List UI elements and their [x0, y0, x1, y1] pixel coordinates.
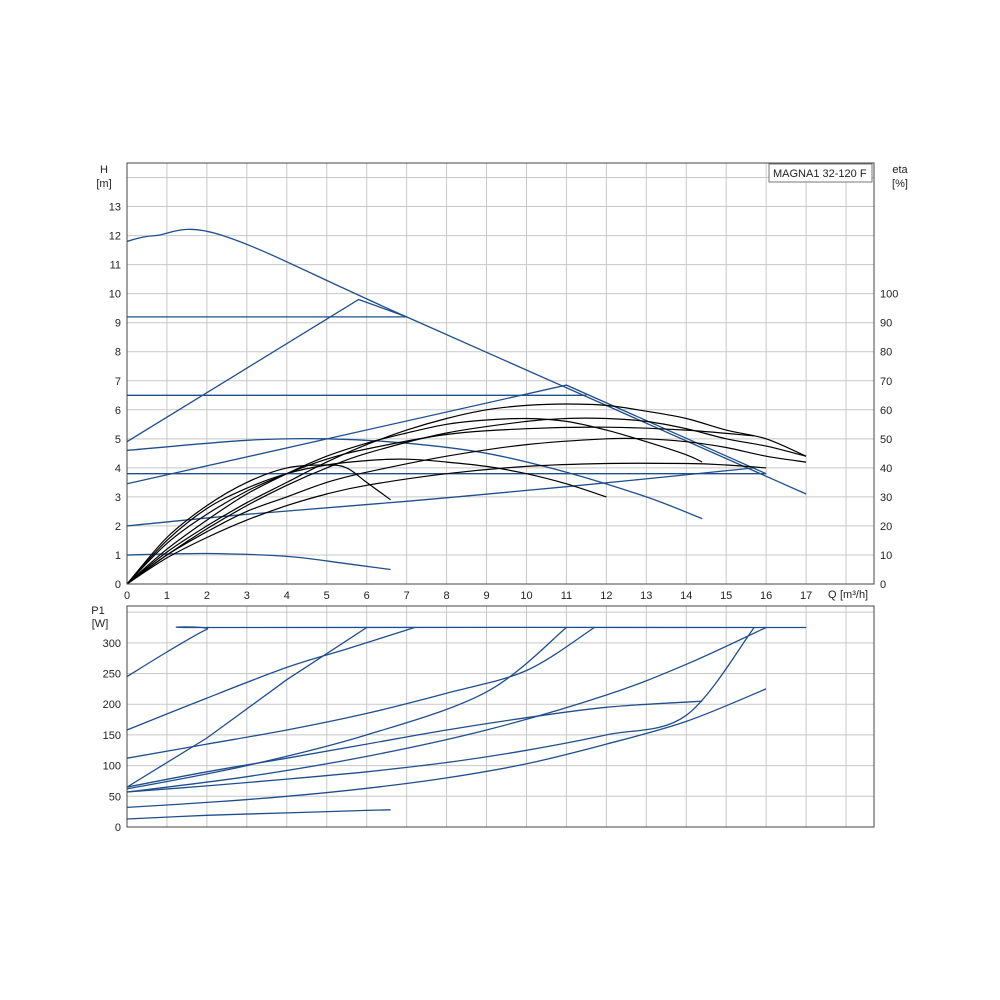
- head-y-tick-label: 0: [115, 579, 121, 591]
- power-axis-unit: [W]: [92, 618, 109, 630]
- power-y-tick-label: 200: [103, 699, 121, 711]
- head-x-tick-label: 13: [640, 590, 652, 602]
- head-y2-tick-label: 100: [880, 289, 898, 301]
- head-efficiency-curve-12: [126, 417, 807, 585]
- flow-axis-label: Q: [828, 589, 837, 601]
- power-curves: [126, 626, 807, 820]
- power-power-curve-9: [126, 688, 767, 809]
- power-y-tick-label: 150: [103, 730, 121, 742]
- power-y-tick-label: 50: [109, 791, 121, 803]
- power-grid: [127, 606, 874, 827]
- head-y-tick-label: 4: [115, 463, 121, 475]
- head-y-tick-label: 10: [109, 289, 121, 301]
- head-tick-labels: 0123456789101112130102030405060708090100…: [109, 202, 899, 602]
- flow-axis-unit: [m³/h]: [840, 589, 868, 601]
- power-y-tick-label: 250: [103, 669, 121, 681]
- head-x-tick-label: 4: [284, 590, 290, 602]
- head-efficiency-curve-10: [126, 462, 767, 585]
- head-y-tick-label: 2: [115, 521, 121, 533]
- head-y2-tick-label: 10: [880, 550, 892, 562]
- power-power-curve-4: [126, 626, 595, 759]
- head-y2-tick-label: 70: [880, 376, 892, 388]
- head-x-tick-label: 5: [324, 590, 330, 602]
- head-x-tick-label: 0: [124, 590, 130, 602]
- head-head-curve-8: [126, 467, 755, 527]
- power-y-tick-label: 100: [103, 761, 121, 773]
- head-x-tick-label: 1: [164, 590, 170, 602]
- head-x-tick-label: 12: [600, 590, 612, 602]
- head-head-curve-9: [126, 552, 391, 571]
- head-y-tick-label: 9: [115, 318, 121, 330]
- power-plot: 0 50 100 150 200 250 300 P1 [W]: [91, 605, 875, 834]
- model-label-box: [768, 163, 873, 183]
- head-x-tick-label: 10: [520, 590, 532, 602]
- power-power-curve-6: [126, 626, 767, 793]
- head-x-tick-label: 3: [244, 590, 250, 602]
- power-y-tick-label: 300: [103, 638, 121, 650]
- model-label: MAGNA1 32-120 F: [773, 168, 867, 180]
- head-axis-unit: [m]: [96, 178, 111, 190]
- efficiency-axis-label: eta: [892, 164, 908, 176]
- head-efficiency-curve-13: [126, 403, 807, 585]
- power-power-curve-2: [126, 626, 415, 731]
- head-y-tick-label: 1: [115, 550, 121, 562]
- head-x-tick-label: 17: [800, 590, 812, 602]
- power-axis-label: P1: [91, 605, 104, 617]
- head-y2-tick-label: 80: [880, 347, 892, 359]
- power-power-curve-10: [126, 809, 391, 820]
- power-tick-labels: 0 50 100 150 200 250 300: [103, 638, 121, 834]
- head-x-tick-label: 2: [204, 590, 210, 602]
- head-efficiency-curve-14: [126, 417, 703, 585]
- head-x-tick-label: 9: [483, 590, 489, 602]
- head-curves: [126, 228, 807, 585]
- head-axis-label: H: [100, 164, 108, 176]
- head-y-tick-label: 3: [115, 492, 121, 504]
- power-y-tick-label: 0: [115, 822, 121, 834]
- head-x-tick-label: 8: [444, 590, 450, 602]
- power-power-curve-1: [126, 626, 807, 678]
- head-x-tick-label: 11: [561, 590, 572, 602]
- head-y-tick-label: 12: [109, 231, 121, 243]
- head-efficiency-curve-11: [126, 437, 807, 585]
- head-y2-tick-label: 50: [880, 434, 892, 446]
- head-y2-tick-label: 30: [880, 492, 892, 504]
- head-y-tick-label: 13: [109, 202, 121, 214]
- head-x-tick-label: 16: [760, 590, 772, 602]
- head-y-tick-label: 5: [115, 434, 121, 446]
- power-plot-frame: [126, 605, 875, 828]
- head-head-curve-5: [126, 384, 767, 485]
- head-head-curve-2: [126, 298, 407, 443]
- head-x-tick-label: 7: [404, 590, 410, 602]
- power-power-curve-5: [126, 626, 567, 790]
- head-y2-tick-label: 60: [880, 405, 892, 417]
- head-y2-tick-label: 20: [880, 521, 892, 533]
- power-power-curve-8: [126, 700, 703, 788]
- head-efficiency-curve-17: [126, 464, 391, 585]
- head-head-curve-1: [126, 228, 807, 495]
- head-plot: 0123456789101112130102030405060708090100…: [96, 162, 909, 602]
- head-y-tick-label: 8: [115, 347, 121, 359]
- efficiency-axis-unit: [%]: [892, 178, 908, 190]
- head-efficiency-curve-15: [126, 426, 755, 585]
- head-plot-frame: [126, 162, 875, 585]
- head-y2-tick-label: 40: [880, 463, 892, 475]
- head-y2-tick-label: 0: [880, 579, 886, 591]
- head-y-tick-label: 11: [110, 260, 121, 272]
- head-y-tick-label: 7: [115, 376, 121, 388]
- power-power-curve-7: [126, 627, 755, 793]
- head-y2-tick-label: 90: [880, 318, 892, 330]
- head-efficiency-curve-16: [126, 458, 607, 585]
- head-y-tick-label: 6: [115, 405, 121, 417]
- head-x-tick-label: 15: [720, 590, 732, 602]
- head-x-tick-label: 14: [680, 590, 692, 602]
- head-x-tick-label: 6: [364, 590, 370, 602]
- power-power-curve-3: [126, 626, 368, 788]
- head-head-curve-7: [126, 437, 703, 520]
